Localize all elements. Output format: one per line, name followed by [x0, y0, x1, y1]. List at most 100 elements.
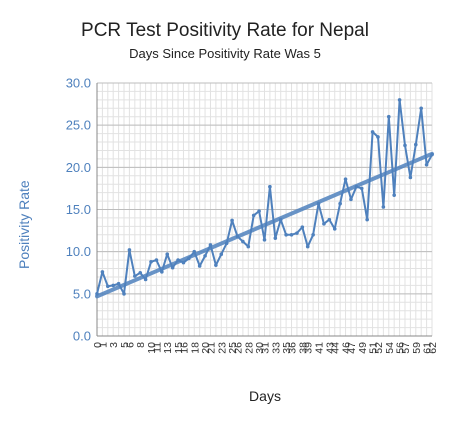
- x-tick-label: 10: [146, 342, 158, 354]
- x-tick-label: 18: [189, 342, 201, 354]
- x-tick-label: 8: [135, 342, 147, 348]
- data-point: [197, 264, 202, 268]
- data-point: [251, 213, 256, 218]
- chart-title: PCR Test Positivity Rate for Nepal: [81, 20, 369, 41]
- data-point: [413, 142, 418, 147]
- data-point: [214, 263, 218, 267]
- x-tick-label: 13: [162, 342, 174, 354]
- data-point: [268, 184, 272, 189]
- x-tick-label: 23: [216, 342, 228, 354]
- data-point: [338, 201, 342, 206]
- x-tick-label: 26: [232, 342, 244, 354]
- data-point: [262, 238, 267, 242]
- data-point: [149, 259, 153, 264]
- data-point: [370, 130, 375, 134]
- x-tick-label: 49: [357, 342, 369, 354]
- data-point: [219, 252, 224, 256]
- data-point: [289, 233, 294, 237]
- data-point: [122, 292, 126, 296]
- y-tick-label: 15.0: [66, 202, 91, 217]
- data-point: [230, 218, 234, 223]
- x-axis-label: Days: [249, 388, 281, 404]
- x-tick-label: 21: [205, 342, 217, 354]
- x-tick-label: 41: [314, 342, 326, 354]
- y-tick-label: 5.0: [73, 286, 91, 301]
- data-point: [133, 274, 137, 278]
- data-point: [170, 265, 175, 270]
- data-point: [349, 197, 353, 202]
- x-tick-label: 28: [243, 342, 255, 354]
- data-point: [343, 177, 348, 181]
- data-point: [203, 254, 207, 258]
- x-tick-label: 44: [330, 342, 342, 354]
- data-point: [419, 106, 423, 111]
- x-tick-label: 54: [384, 342, 396, 354]
- x-tick-label: 52: [373, 342, 385, 354]
- data-point: [403, 143, 407, 148]
- x-tick-label: 25: [227, 342, 239, 354]
- x-tick-label: 62: [427, 342, 439, 354]
- data-point: [127, 248, 132, 252]
- x-tick-label: 6: [124, 342, 136, 348]
- data-point: [424, 163, 429, 167]
- data-point: [295, 231, 299, 235]
- y-axis-label: Positivity Rate: [16, 180, 32, 269]
- x-tick-label: 59: [411, 342, 423, 354]
- chart-subtitle: Days Since Positivity Rate Was 5: [129, 46, 321, 61]
- data-point: [365, 217, 369, 222]
- data-point: [397, 98, 402, 102]
- x-tick-label: 43: [324, 342, 336, 354]
- data-point: [408, 175, 413, 180]
- x-tick-label: 36: [287, 342, 299, 354]
- x-tick-label: 0: [92, 342, 104, 348]
- data-point: [359, 186, 364, 191]
- y-tick-labels: 0.0 5.0 10.0 15.0 20.0 25.0 30.0: [66, 76, 91, 344]
- data-point: [138, 270, 143, 275]
- data-point: [376, 135, 380, 139]
- data-point: [381, 205, 386, 209]
- x-tick-label: 33: [270, 342, 282, 354]
- x-tick-label: 51: [368, 342, 380, 354]
- data-point: [241, 239, 245, 244]
- data-point: [322, 222, 326, 226]
- x-tick-label: 47: [346, 342, 358, 354]
- x-tick-label: 39: [303, 342, 315, 354]
- y-tick-label: 20.0: [66, 160, 91, 175]
- x-tick-label: 57: [400, 342, 412, 354]
- data-point: [305, 244, 310, 249]
- data-point: [116, 281, 121, 286]
- series-layer: [95, 98, 434, 299]
- data-point: [106, 284, 110, 289]
- y-tick-label: 25.0: [66, 118, 91, 133]
- x-tick-label: 56: [395, 342, 407, 354]
- x-tick-label: 3: [108, 342, 120, 348]
- data-point: [165, 252, 170, 256]
- data-point: [154, 258, 159, 262]
- data-point: [246, 244, 251, 249]
- x-tick-labels: 0135681011131516182021232526283031333536…: [92, 342, 439, 354]
- x-tick-label: 46: [341, 342, 353, 354]
- y-tick-label: 0.0: [73, 329, 91, 344]
- x-tick-label: 61: [422, 342, 434, 354]
- data-point: [327, 217, 332, 222]
- x-tick-label: 30: [254, 342, 266, 354]
- data-point: [100, 270, 105, 274]
- data-point: [257, 209, 261, 213]
- y-tick-label: 30.0: [66, 76, 91, 91]
- x-tick-label: 16: [178, 342, 190, 354]
- data-point: [311, 233, 315, 237]
- y-tick-label: 10.0: [66, 244, 91, 259]
- x-tick-label: 1: [97, 342, 109, 348]
- x-tick-label: 38: [297, 342, 309, 354]
- data-point: [300, 225, 305, 230]
- data-point: [332, 227, 337, 231]
- data-point: [143, 277, 148, 282]
- data-point: [386, 114, 391, 119]
- x-tick-label: 5: [119, 342, 131, 348]
- x-tick-label: 31: [260, 342, 272, 354]
- trendline: [95, 151, 434, 299]
- x-tick-label: 35: [281, 342, 293, 354]
- data-point: [284, 233, 288, 237]
- x-tick-label: 20: [200, 342, 212, 354]
